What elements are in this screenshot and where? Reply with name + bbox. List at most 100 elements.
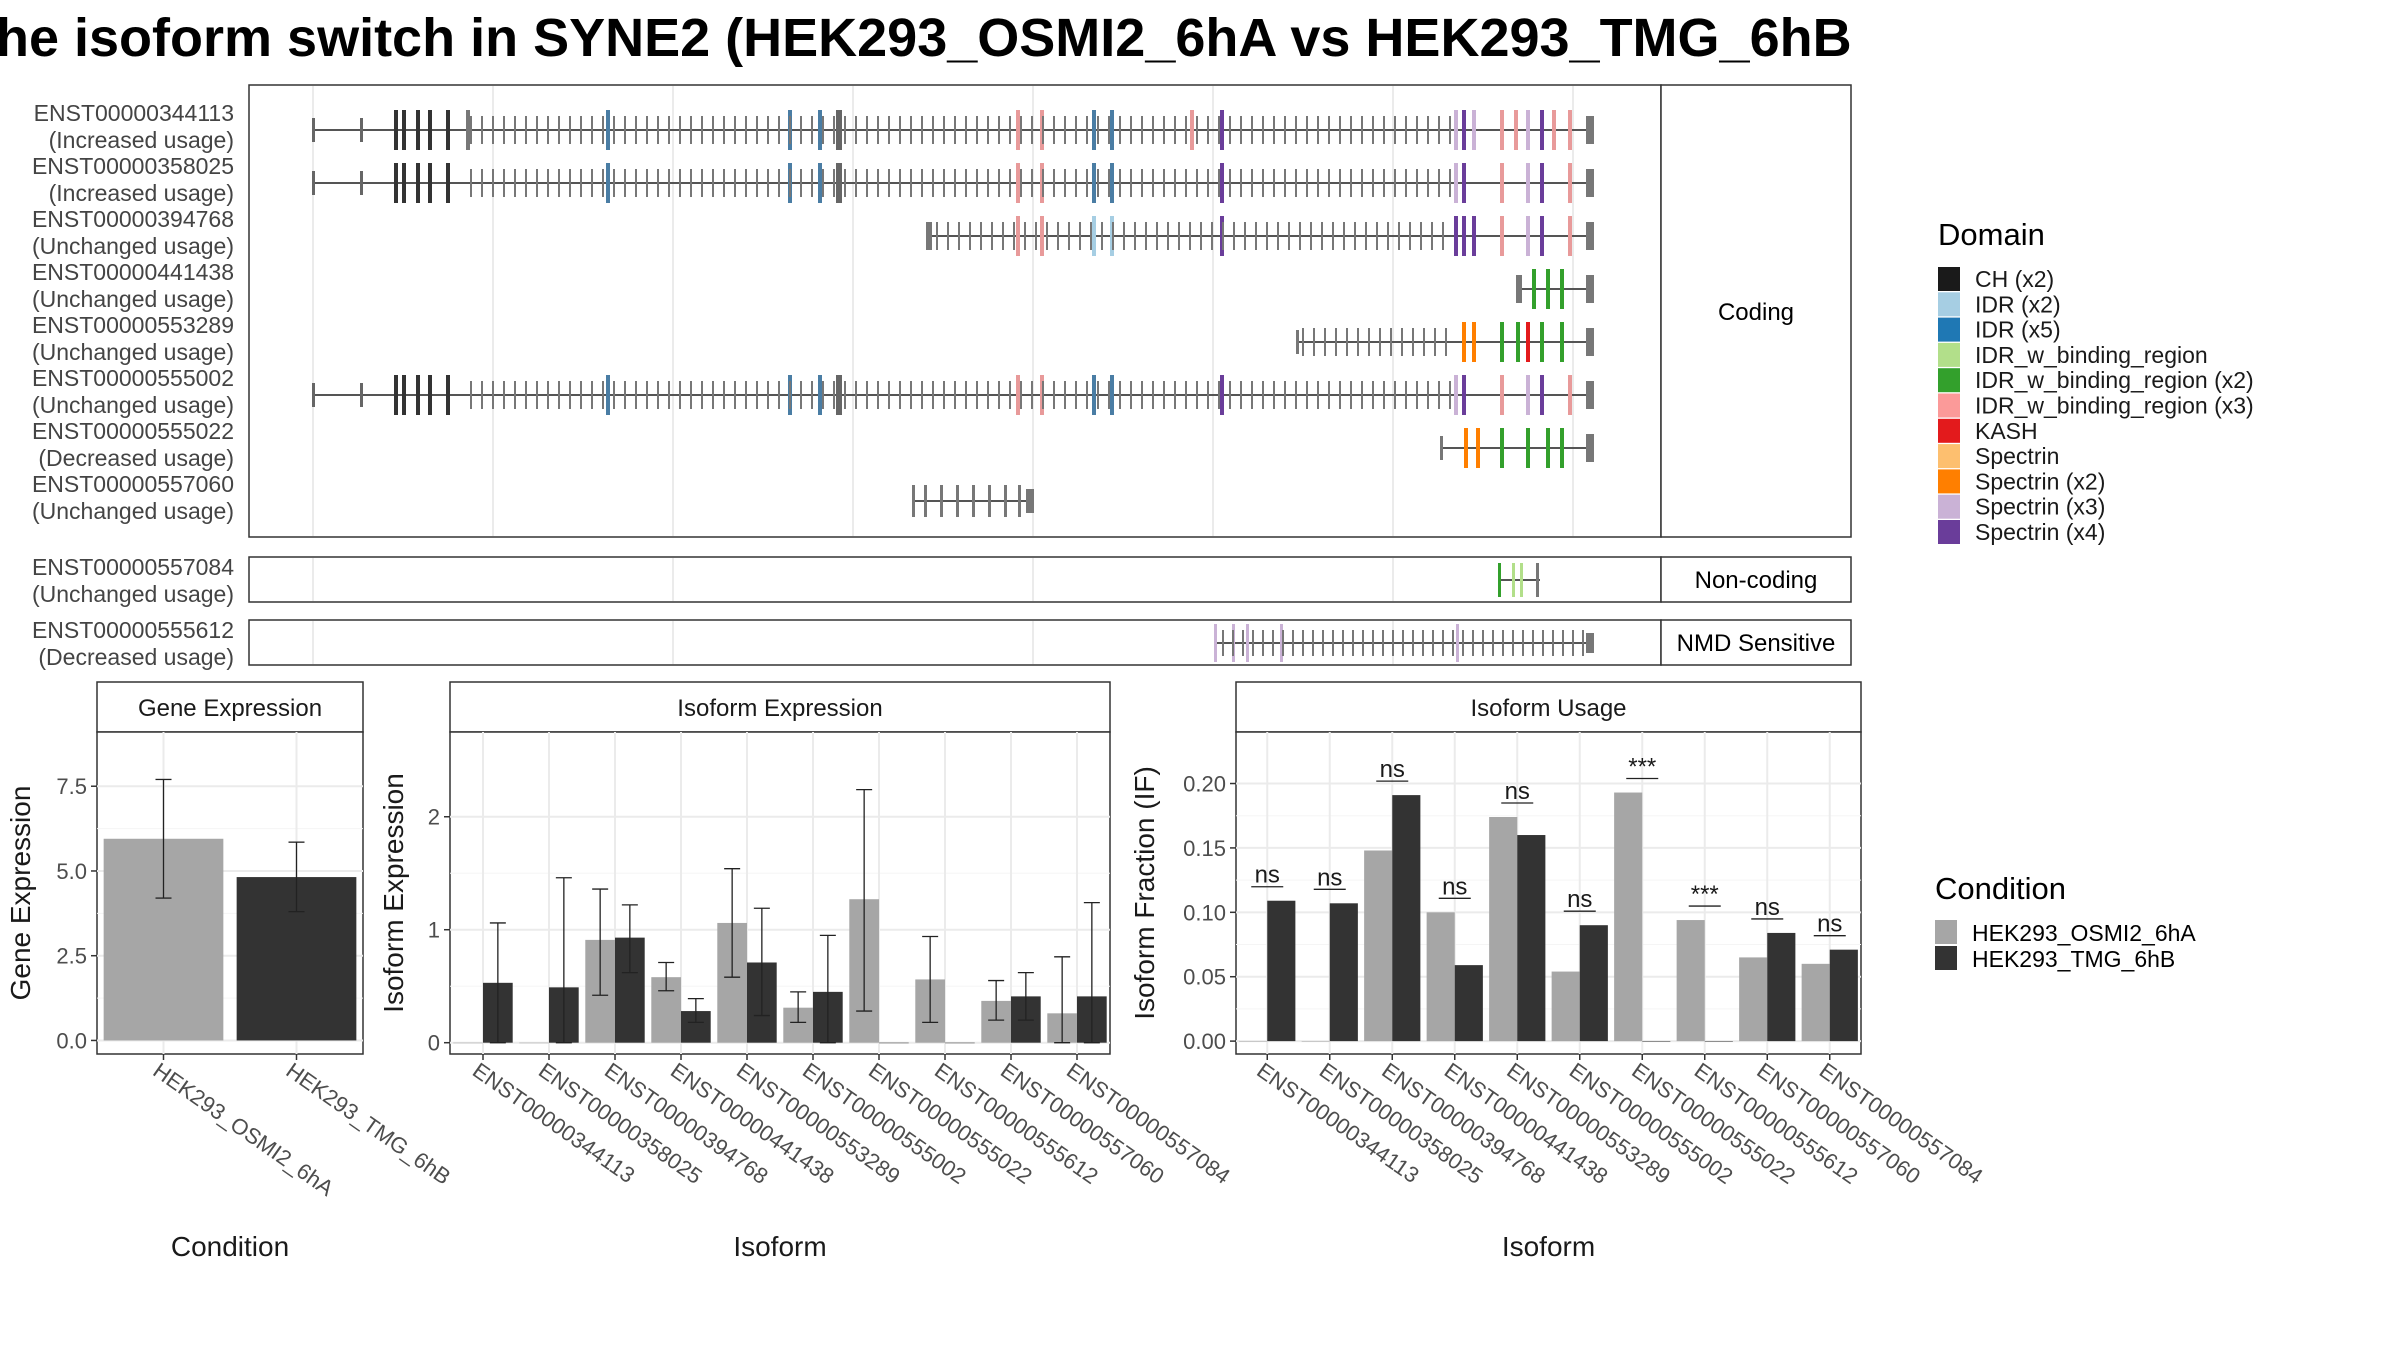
exon (1339, 169, 1341, 197)
exon (591, 169, 593, 197)
bar (1829, 949, 1858, 1042)
exon (756, 116, 758, 144)
exon (1141, 381, 1143, 409)
exon (525, 169, 527, 197)
exon (492, 116, 494, 144)
exon (1108, 116, 1110, 144)
panel-strip (449, 681, 1111, 733)
exon (1405, 169, 1407, 197)
y-tick-label: 0.0 (56, 1028, 87, 1053)
exon (569, 169, 571, 197)
exon (866, 381, 868, 409)
exon (1562, 630, 1564, 656)
exon (1361, 169, 1363, 197)
bar (1739, 957, 1768, 1042)
legend-key-domain (1938, 342, 1960, 367)
exon (1240, 381, 1242, 409)
exon (1196, 381, 1198, 409)
exon (624, 116, 626, 144)
exon (1266, 222, 1268, 250)
exon (1342, 630, 1344, 656)
exon (998, 381, 1000, 409)
exon (1156, 222, 1158, 250)
exon (1207, 169, 1209, 197)
exon (1339, 116, 1341, 144)
exon (1394, 381, 1396, 409)
y-tick-label: 0.10 (1183, 900, 1226, 925)
exon (1046, 222, 1048, 250)
y-axis-title: Isoform Fraction (IF) (1129, 766, 1160, 1020)
exon (976, 116, 978, 144)
legend-key-domain (1938, 520, 1960, 544)
exon (1335, 328, 1337, 356)
y-tick-label: 5.0 (56, 859, 87, 884)
bar (1676, 920, 1705, 1042)
bar (1551, 971, 1580, 1042)
exon (1282, 630, 1284, 656)
legend-key-domain (1938, 292, 1960, 317)
exon (503, 381, 505, 409)
exon (613, 169, 615, 197)
exon (1328, 381, 1330, 409)
exon (789, 381, 791, 409)
legend-label-cond-b: HEK293_TMG_6hB (1972, 946, 2175, 972)
bar (1454, 965, 1483, 1042)
exon (712, 169, 714, 197)
exon (514, 116, 516, 144)
exon (1472, 630, 1474, 656)
exon (1313, 328, 1315, 356)
exon (1452, 630, 1454, 656)
exon (910, 169, 912, 197)
coding-panel (248, 84, 1662, 538)
exon (1449, 116, 1451, 144)
exon (822, 169, 824, 197)
exon (1295, 381, 1297, 409)
exon (470, 169, 472, 197)
exon (1242, 630, 1244, 656)
exon (1207, 381, 1209, 409)
isoform-label: ENST00000344113 (Increased usage) (34, 100, 234, 153)
exon (1130, 169, 1132, 197)
exon (910, 381, 912, 409)
exon (932, 169, 934, 197)
exon (503, 169, 505, 197)
legend-label-domain: Spectrin (x2) (1975, 468, 2105, 494)
bar (1767, 932, 1796, 1042)
exon (591, 116, 593, 144)
legend-label-domain: IDR (x5) (1975, 317, 2061, 343)
exon (1299, 222, 1301, 250)
exon (987, 169, 989, 197)
exon (690, 116, 692, 144)
exon (1317, 116, 1319, 144)
exon (1185, 169, 1187, 197)
exon (778, 169, 780, 197)
exon (580, 116, 582, 144)
exon (1416, 116, 1418, 144)
exon (492, 381, 494, 409)
exon (1068, 222, 1070, 250)
isoform-label: ENST00000553289 (Unchanged usage) (32, 312, 234, 365)
exon (1322, 630, 1324, 656)
exon (1244, 222, 1246, 250)
exon (877, 381, 879, 409)
exon (624, 169, 626, 197)
exon (470, 381, 472, 409)
exon (1020, 381, 1022, 409)
exon (1222, 222, 1224, 250)
isoform-usage-chart: Isoform Usage 0.00 0.05 0.10 0.15 0.20 ns ns ns n… (1129, 681, 1988, 1262)
exon (1362, 630, 1364, 656)
bar (1364, 850, 1393, 1042)
exon (998, 116, 1000, 144)
legend-label-domain: CH (x2) (1975, 266, 2054, 292)
exon (580, 169, 582, 197)
exon (536, 381, 538, 409)
legend-key-domain (1938, 494, 1960, 519)
exon (470, 116, 472, 144)
significance-label: ns (1817, 911, 1842, 938)
exon (1434, 328, 1436, 356)
exon (1306, 169, 1308, 197)
x-axis-title: Condition (171, 1231, 289, 1262)
exon (888, 169, 890, 197)
bar (1801, 963, 1830, 1042)
exon (1328, 169, 1330, 197)
